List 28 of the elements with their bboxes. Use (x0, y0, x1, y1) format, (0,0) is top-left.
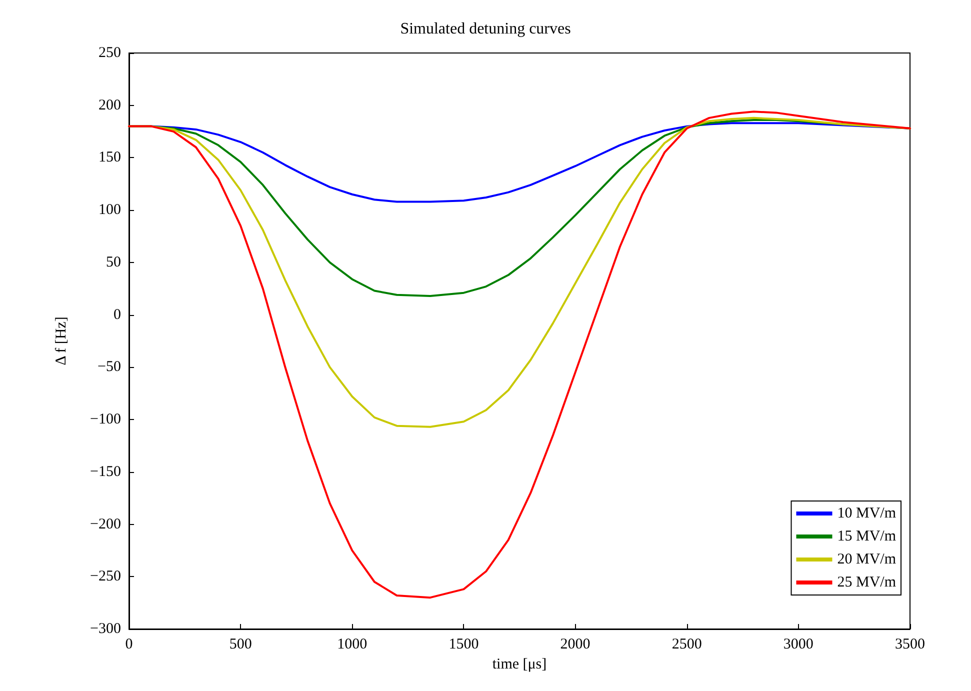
legend-label: 20 MV/m (837, 552, 896, 568)
y-tick-label: 50 (106, 254, 121, 270)
y-tick-label: −150 (90, 464, 121, 480)
y-tick-label: 0 (114, 306, 121, 323)
y-tick-label: −250 (90, 568, 121, 585)
y-axis-title: Δ f [Hz] (54, 316, 70, 366)
y-tick-label: 150 (98, 150, 121, 166)
x-tick-label: 3500 (895, 636, 925, 652)
chart-title: Simulated detuning curves (400, 20, 571, 38)
legend-label: 15 MV/m (837, 528, 896, 544)
x-tick-label: 0 (125, 636, 133, 652)
x-axis-title: time [μs] (492, 656, 547, 672)
y-tick-label: 100 (98, 202, 121, 218)
y-tick-label: 250 (98, 45, 121, 61)
x-tick-label: 500 (229, 636, 252, 652)
legend-label: 25 MV/m (837, 574, 896, 590)
x-tick-label: 2500 (672, 636, 702, 652)
x-tick-label: 2000 (560, 636, 590, 652)
x-tick-label: 3000 (783, 636, 814, 652)
y-tick-label: 200 (98, 97, 121, 114)
x-tick-label: 1000 (337, 636, 368, 652)
x-tick-label: 1500 (448, 636, 479, 652)
legend-label: 10 MV/m (837, 506, 896, 522)
line-series (128, 110, 911, 599)
y-tick-label: −50 (98, 359, 121, 376)
y-tick-label: −300 (90, 621, 121, 637)
y-tick-label: −200 (90, 516, 121, 532)
y-tick-label: −100 (90, 412, 121, 428)
